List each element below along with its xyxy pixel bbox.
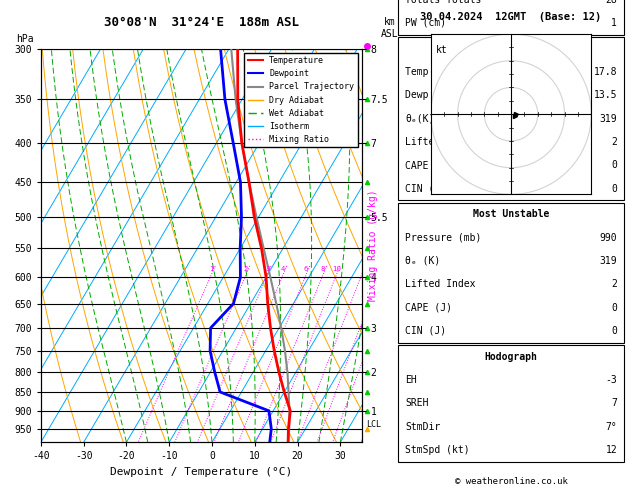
Text: 2: 2 (244, 266, 248, 273)
Text: 3: 3 (265, 266, 270, 273)
Text: 0: 0 (611, 184, 617, 193)
X-axis label: Dewpoint / Temperature (°C): Dewpoint / Temperature (°C) (110, 467, 292, 477)
Text: 6: 6 (304, 266, 308, 273)
Text: 0: 0 (611, 160, 617, 170)
Text: 319: 319 (599, 114, 617, 123)
Text: 30°08'N  31°24'E  188m ASL: 30°08'N 31°24'E 188m ASL (104, 16, 299, 29)
Text: CAPE (J): CAPE (J) (405, 160, 452, 170)
Text: 4: 4 (281, 266, 286, 273)
Text: 12: 12 (606, 445, 617, 455)
Text: 0: 0 (611, 303, 617, 312)
Text: 2: 2 (611, 137, 617, 147)
Text: Lifted Index: Lifted Index (405, 137, 476, 147)
Legend: Temperature, Dewpoint, Parcel Trajectory, Dry Adiabat, Wet Adiabat, Isotherm, Mi: Temperature, Dewpoint, Parcel Trajectory… (244, 53, 357, 147)
Text: 1: 1 (611, 18, 617, 28)
Text: Mixing Ratio (g/kg): Mixing Ratio (g/kg) (368, 190, 378, 301)
Text: Most Unstable: Most Unstable (473, 209, 549, 219)
Text: θₑ(K): θₑ(K) (405, 114, 434, 123)
Bar (398, 37, 625, 200)
Text: km
ASL: km ASL (381, 17, 399, 39)
Text: 990: 990 (599, 233, 617, 243)
Text: 0: 0 (611, 326, 617, 336)
Text: Temp (°C): Temp (°C) (405, 67, 458, 77)
Text: 7°: 7° (606, 422, 617, 432)
Bar (398, 0, 625, 35)
Text: © weatheronline.co.uk: © weatheronline.co.uk (455, 477, 567, 486)
Text: θₑ (K): θₑ (K) (405, 256, 440, 266)
Text: 8: 8 (321, 266, 325, 273)
Text: StmDir: StmDir (405, 422, 440, 432)
Text: LCL: LCL (366, 420, 381, 429)
Text: Hodograph: Hodograph (484, 352, 538, 362)
Text: Lifted Index: Lifted Index (405, 279, 476, 289)
Text: CIN (J): CIN (J) (405, 184, 446, 193)
Text: 319: 319 (599, 256, 617, 266)
Text: CAPE (J): CAPE (J) (405, 303, 452, 312)
Text: 13.5: 13.5 (594, 90, 617, 100)
Text: Pressure (mb): Pressure (mb) (405, 233, 481, 243)
Text: StmSpd (kt): StmSpd (kt) (405, 445, 470, 455)
Text: 1: 1 (209, 266, 214, 273)
Bar (398, 203, 625, 343)
Text: EH: EH (405, 375, 416, 385)
Text: PW (cm): PW (cm) (405, 18, 446, 28)
Text: kt: kt (437, 45, 448, 55)
Text: SREH: SREH (405, 399, 428, 408)
Text: 28: 28 (606, 0, 617, 4)
Text: CIN (J): CIN (J) (405, 326, 446, 336)
Text: -3: -3 (606, 375, 617, 385)
Text: 2: 2 (611, 279, 617, 289)
Text: 7: 7 (611, 399, 617, 408)
Text: hPa: hPa (16, 34, 33, 44)
Text: Surface: Surface (491, 44, 532, 53)
Text: 17.8: 17.8 (594, 67, 617, 77)
Text: Totals Totals: Totals Totals (405, 0, 481, 4)
Text: 10: 10 (332, 266, 341, 273)
Text: 30.04.2024  12GMT  (Base: 12): 30.04.2024 12GMT (Base: 12) (420, 12, 602, 22)
Bar (398, 345, 625, 462)
Text: Dewp (°C): Dewp (°C) (405, 90, 458, 100)
